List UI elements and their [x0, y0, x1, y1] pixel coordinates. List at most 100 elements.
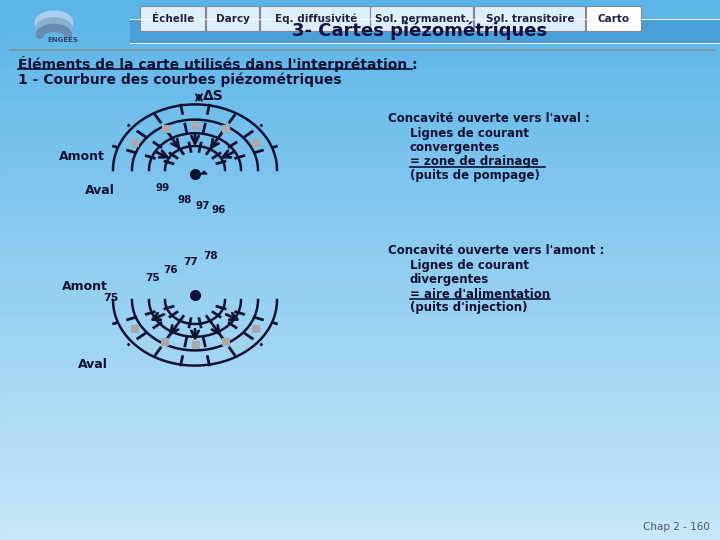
- Bar: [222, 125, 228, 132]
- Bar: [0, 256, 720, 263]
- Bar: [0, 534, 720, 540]
- Text: Carto: Carto: [598, 14, 630, 24]
- Bar: [0, 263, 720, 270]
- Bar: [0, 168, 720, 176]
- Text: (puits de pompage): (puits de pompage): [410, 170, 540, 183]
- Text: Éléments de la carte utilisés dans l'interprétation :: Éléments de la carte utilisés dans l'int…: [18, 56, 418, 72]
- Bar: [0, 81, 720, 87]
- Text: ENGEES: ENGEES: [48, 37, 78, 43]
- Bar: [0, 60, 720, 68]
- Bar: [0, 526, 720, 534]
- FancyBboxPatch shape: [371, 6, 474, 31]
- Bar: [0, 128, 720, 135]
- Bar: [0, 432, 720, 438]
- Text: 77: 77: [183, 257, 198, 267]
- Bar: [0, 472, 720, 480]
- Text: convergentes: convergentes: [410, 141, 500, 154]
- Bar: [0, 426, 720, 432]
- Bar: [0, 492, 720, 500]
- Bar: [0, 500, 720, 507]
- Bar: [0, 195, 720, 202]
- Text: Échelle: Échelle: [152, 14, 194, 24]
- Bar: [0, 135, 720, 141]
- Bar: [131, 325, 138, 332]
- Bar: [0, 378, 720, 384]
- Bar: [0, 317, 720, 324]
- Bar: [0, 405, 720, 411]
- Bar: [0, 14, 720, 20]
- Text: = aire d'alimentation: = aire d'alimentation: [410, 287, 550, 300]
- Bar: [0, 284, 720, 291]
- Bar: [0, 68, 720, 74]
- Bar: [252, 138, 259, 145]
- Text: Lignes de courant: Lignes de courant: [410, 127, 529, 140]
- Bar: [0, 519, 720, 526]
- Bar: [161, 125, 168, 132]
- Bar: [252, 325, 259, 332]
- Bar: [0, 351, 720, 357]
- Bar: [0, 202, 720, 209]
- Bar: [0, 156, 720, 162]
- Text: 3- Cartes piézométriques: 3- Cartes piézométriques: [292, 22, 548, 40]
- Bar: [0, 338, 720, 345]
- Text: Sol. permanent.: Sol. permanent.: [374, 14, 469, 24]
- Bar: [0, 20, 720, 27]
- Text: Amont: Amont: [59, 150, 105, 163]
- Bar: [0, 141, 720, 149]
- Bar: [222, 338, 228, 345]
- Bar: [0, 446, 720, 453]
- Bar: [0, 330, 720, 338]
- Bar: [0, 40, 720, 47]
- Bar: [0, 216, 720, 222]
- Bar: [0, 507, 720, 513]
- Bar: [161, 338, 168, 345]
- Bar: [0, 399, 720, 405]
- Bar: [0, 54, 720, 60]
- Bar: [0, 122, 720, 128]
- Bar: [0, 480, 720, 486]
- Bar: [0, 459, 720, 465]
- Bar: [0, 230, 720, 237]
- Bar: [0, 513, 720, 519]
- Bar: [0, 364, 720, 372]
- Bar: [0, 27, 720, 33]
- Bar: [0, 148, 720, 156]
- Bar: [0, 270, 720, 276]
- Text: Concavité ouverte vers l'aval :: Concavité ouverte vers l'aval :: [388, 111, 590, 125]
- Bar: [0, 87, 720, 94]
- Bar: [0, 189, 720, 195]
- FancyBboxPatch shape: [140, 6, 205, 31]
- Bar: [192, 122, 199, 129]
- Text: Amont: Amont: [62, 280, 108, 293]
- Text: = zone de drainage: = zone de drainage: [410, 156, 539, 168]
- Bar: [0, 372, 720, 378]
- Bar: [0, 310, 720, 317]
- Text: Sol. transitoire: Sol. transitoire: [486, 14, 575, 24]
- Text: 97: 97: [195, 201, 210, 211]
- FancyBboxPatch shape: [587, 6, 642, 31]
- Bar: [0, 0, 720, 6]
- Bar: [0, 249, 720, 256]
- Bar: [0, 74, 720, 81]
- Bar: [0, 47, 720, 54]
- FancyBboxPatch shape: [474, 6, 585, 31]
- Bar: [0, 411, 720, 418]
- Bar: [0, 276, 720, 284]
- Bar: [0, 345, 720, 351]
- Text: Darcy: Darcy: [216, 14, 250, 24]
- Text: 98: 98: [177, 195, 192, 205]
- Polygon shape: [201, 171, 207, 174]
- FancyBboxPatch shape: [261, 6, 372, 31]
- Bar: [0, 418, 720, 426]
- Bar: [0, 6, 720, 14]
- Bar: [0, 115, 720, 122]
- Bar: [0, 94, 720, 102]
- Bar: [0, 176, 720, 183]
- Text: 75: 75: [104, 293, 119, 303]
- Text: Concavité ouverte vers l'amont :: Concavité ouverte vers l'amont :: [388, 244, 604, 256]
- Bar: [192, 341, 199, 348]
- Text: 96: 96: [211, 205, 225, 215]
- Text: 78: 78: [203, 251, 217, 261]
- Text: 99: 99: [155, 183, 169, 193]
- Bar: [0, 324, 720, 330]
